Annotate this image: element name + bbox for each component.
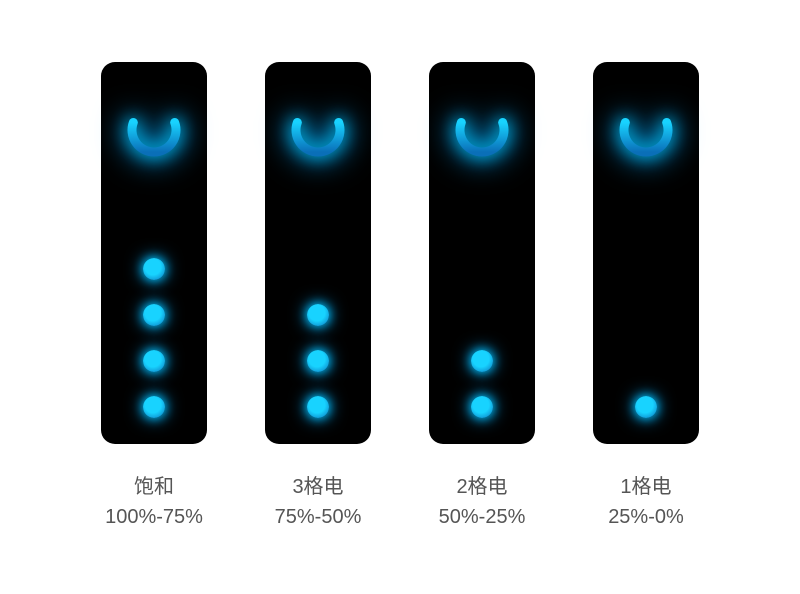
level-range: 50%-25% [439, 502, 526, 532]
level-range: 25%-0% [608, 502, 684, 532]
power-icon [447, 92, 517, 162]
device-panel-1 [265, 62, 371, 444]
indicator-unit-3: 1格电25%-0% [593, 62, 699, 532]
power-icon [283, 92, 353, 162]
label-group-1: 3格电75%-50% [275, 472, 362, 532]
level-title: 1格电 [608, 472, 684, 502]
level-range: 75%-50% [275, 502, 362, 532]
battery-dots-2 [471, 350, 493, 418]
battery-dot-icon [143, 258, 165, 280]
label-group-0: 饱和100%-75% [105, 472, 203, 532]
device-panel-0 [101, 62, 207, 444]
battery-dot-icon [307, 350, 329, 372]
level-range: 100%-75% [105, 502, 203, 532]
level-title: 饱和 [105, 472, 203, 502]
battery-dot-icon [143, 396, 165, 418]
device-panel-2 [429, 62, 535, 444]
battery-dot-icon [635, 396, 657, 418]
battery-dot-icon [307, 396, 329, 418]
indicator-grid: 饱和100%-75% 3格电75%-50% 2格电50%-25% 1格电25%-… [101, 62, 699, 532]
level-title: 2格电 [439, 472, 526, 502]
battery-dot-icon [307, 304, 329, 326]
power-icon [611, 92, 681, 162]
battery-dots-3 [635, 396, 657, 418]
indicator-unit-0: 饱和100%-75% [101, 62, 207, 532]
label-group-2: 2格电50%-25% [439, 472, 526, 532]
battery-dot-icon [143, 304, 165, 326]
battery-dot-icon [471, 396, 493, 418]
device-panel-3 [593, 62, 699, 444]
level-title: 3格电 [275, 472, 362, 502]
label-group-3: 1格电25%-0% [608, 472, 684, 532]
indicator-unit-2: 2格电50%-25% [429, 62, 535, 532]
battery-dot-icon [471, 350, 493, 372]
power-icon [119, 92, 189, 162]
battery-dots-0 [143, 258, 165, 418]
battery-dots-1 [307, 304, 329, 418]
indicator-unit-1: 3格电75%-50% [265, 62, 371, 532]
battery-dot-icon [143, 350, 165, 372]
